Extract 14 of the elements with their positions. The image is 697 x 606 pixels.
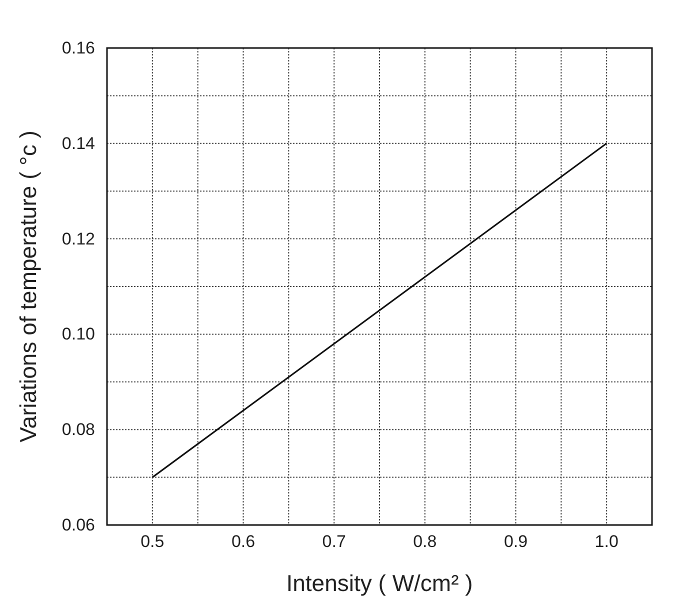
x-tick-label: 0.7 [322,532,346,552]
y-tick-label: 0.10 [62,324,95,344]
x-tick-label: 0.5 [140,532,164,552]
y-tick-label: 0.16 [62,38,95,58]
y-axis-title: Variations of temperature ( °c ) [15,130,41,442]
y-tick-label: 0.06 [62,515,95,534]
x-axis-title: Intensity ( W/cm² ) [286,570,473,596]
x-tick-label: 0.9 [504,532,528,552]
y-tick-label: 0.08 [62,420,95,440]
x-tick-label: 0.8 [413,532,437,552]
x-tick-label: 0.6 [231,532,256,552]
y-tick-label: 0.14 [62,134,95,153]
x-tick-label: 1.0 [594,532,618,552]
y-tick-label: 0.12 [62,229,95,248]
